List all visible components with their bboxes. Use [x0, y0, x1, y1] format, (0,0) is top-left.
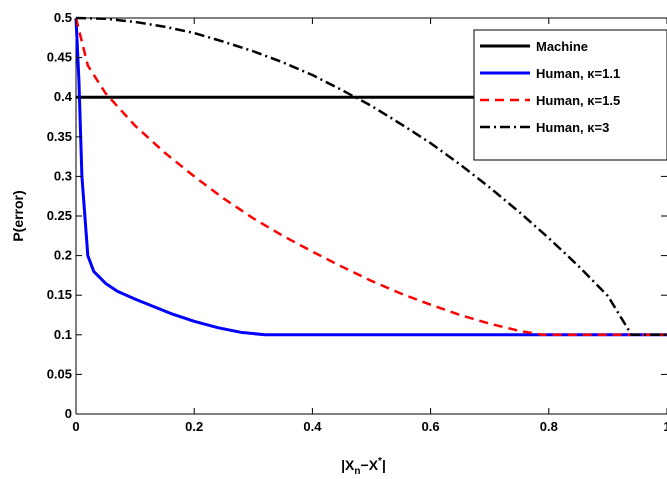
y-tick-label: 0	[65, 406, 72, 421]
ticks-layer: 0 0.2 0.4 0.6 0.8 1 0 0.05 0.1 0.15 0.2 0.25 0.3 0.35…	[47, 10, 667, 434]
series-line-2	[74, 17, 667, 337]
y-tick-label: 0.5	[54, 10, 72, 25]
y-tick-label: 0.45	[47, 50, 72, 65]
legend-label-4: Human, κ=3	[536, 120, 609, 135]
y-tick-label: 0.3	[54, 168, 72, 183]
x-tick-label: 0.4	[303, 419, 322, 434]
y-tick-label: 0.15	[47, 287, 72, 302]
x-axis-label-main: |X	[341, 457, 355, 473]
y-tick-label: 0.2	[54, 248, 72, 263]
x-tick-label: 1	[663, 419, 667, 434]
x-axis-label-mid: −X	[361, 457, 379, 473]
y-tick-label: 0.1	[54, 327, 72, 342]
legend-label-3: Human, κ=1.5	[536, 93, 620, 108]
legend: Machine Human, κ=1.1 Human, κ=1.5 Human, κ=…	[473, 29, 667, 161]
y-tick-label: 0.25	[47, 208, 72, 223]
x-axis-label-sup: *	[378, 456, 382, 467]
x-tick-label: 0.6	[422, 419, 440, 434]
x-tick-label: 0.8	[540, 419, 558, 434]
y-axis-label: P(error)	[10, 190, 26, 241]
legend-label-2: Human, κ=1.1	[536, 66, 620, 81]
x-axis-label: |Xn−X*|	[341, 456, 386, 477]
x-tick-label: 0.2	[185, 419, 203, 434]
series-line-4	[75, 16, 667, 337]
y-tick-label: 0.05	[47, 366, 72, 381]
x-axis-label-end: |	[382, 457, 386, 473]
y-tick-label: 0.4	[54, 89, 73, 104]
x-axis-label-sub: n	[354, 466, 360, 477]
series-line-3	[74, 17, 667, 337]
legend-label-1: Machine	[536, 39, 588, 54]
x-tick-label: 0	[72, 419, 79, 434]
series-layer	[74, 16, 667, 337]
y-tick-label: 0.35	[47, 129, 72, 144]
legend-box	[473, 29, 667, 161]
